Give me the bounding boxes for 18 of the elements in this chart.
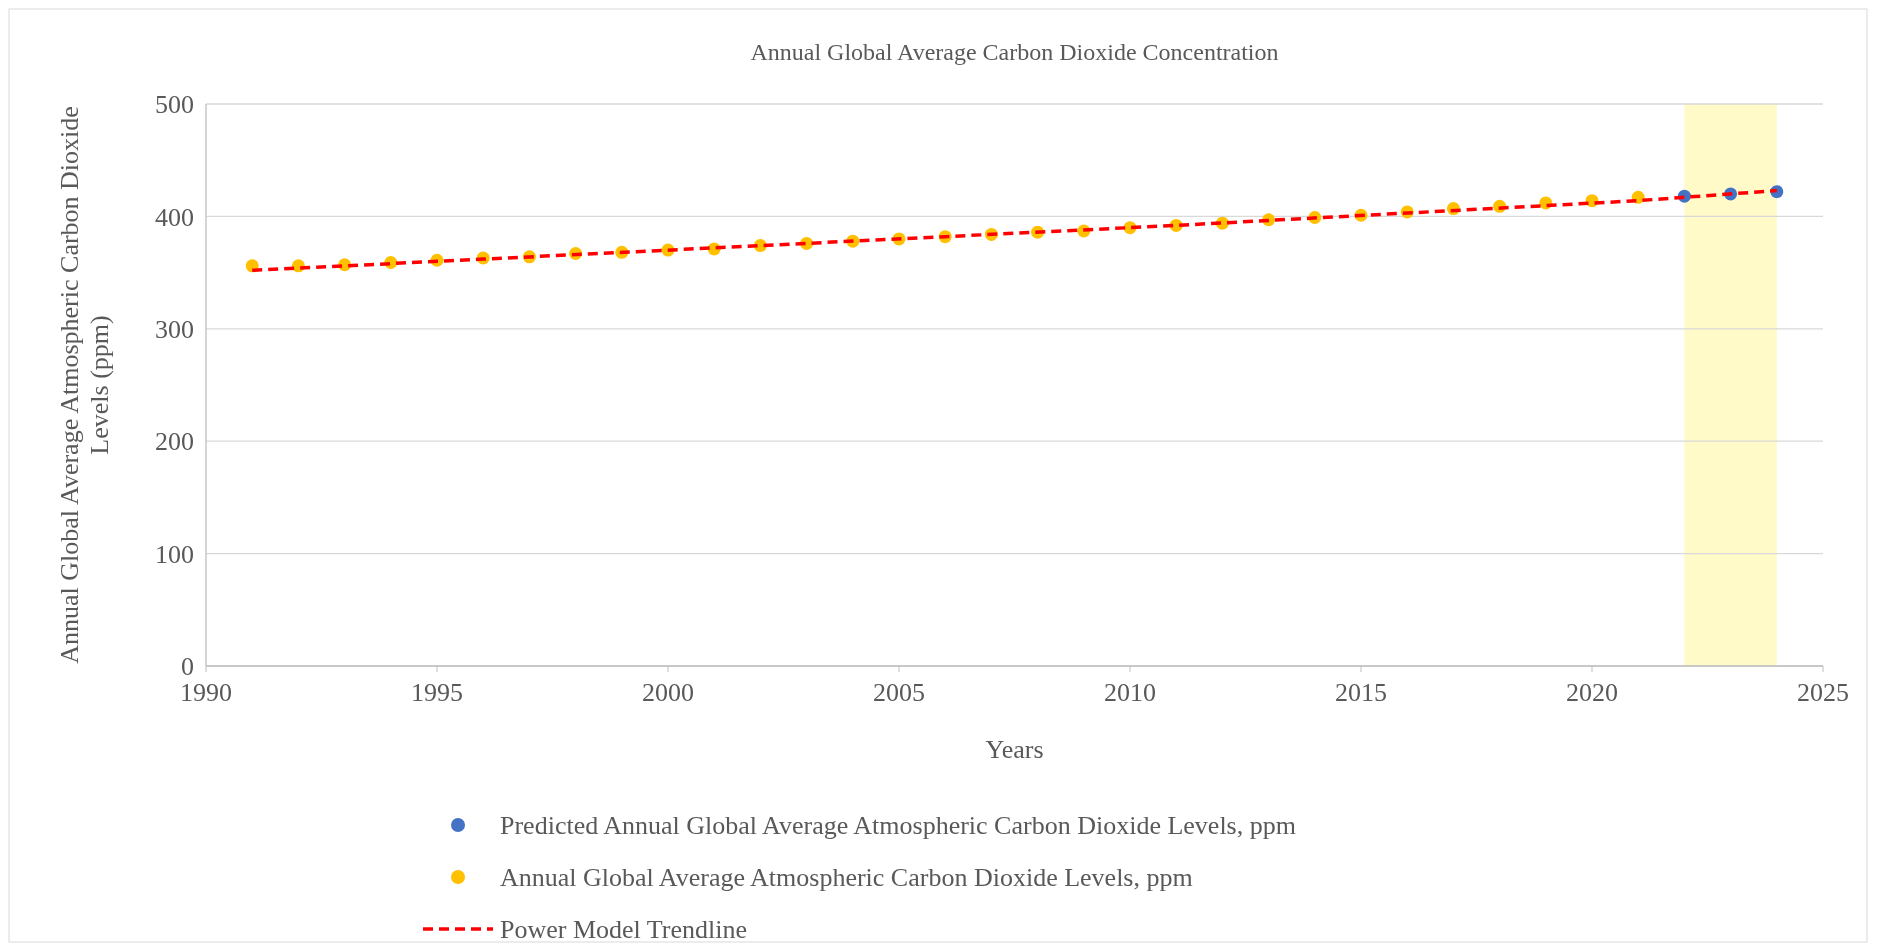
legend-label: Annual Global Average Atmospheric Carbon Dioxide Levels, ppm xyxy=(500,863,1193,893)
x-tick-label: 2005 xyxy=(873,678,925,707)
y-tick-label: 500 xyxy=(155,90,194,120)
legend-label: Power Model Trendline xyxy=(500,915,747,945)
legend-label: Predicted Annual Global Average Atmospheric Carbon Dioxide Levels, ppm xyxy=(500,811,1296,841)
x-tick-label: 2020 xyxy=(1566,678,1618,707)
chart-title: Annual Global Average Carbon Dioxide Concentration xyxy=(750,39,1279,65)
y-tick-label: 400 xyxy=(155,202,194,232)
x-tick-label: 2025 xyxy=(1797,678,1849,707)
x-tick-label: 1995 xyxy=(411,678,463,707)
x-tick-label: 2015 xyxy=(1335,678,1387,707)
y-tick-label: 200 xyxy=(155,427,194,457)
x-tick-label: 2000 xyxy=(642,678,694,707)
y-tick-label: 300 xyxy=(155,314,194,344)
x-axis-title: Years xyxy=(985,735,1044,764)
y-tick-label: 100 xyxy=(155,539,194,569)
x-tick-label: 2010 xyxy=(1104,678,1156,707)
y-axis-title: Annual Global Average Atmospheric Carbon Dioxide Levels (ppm) xyxy=(55,106,114,664)
